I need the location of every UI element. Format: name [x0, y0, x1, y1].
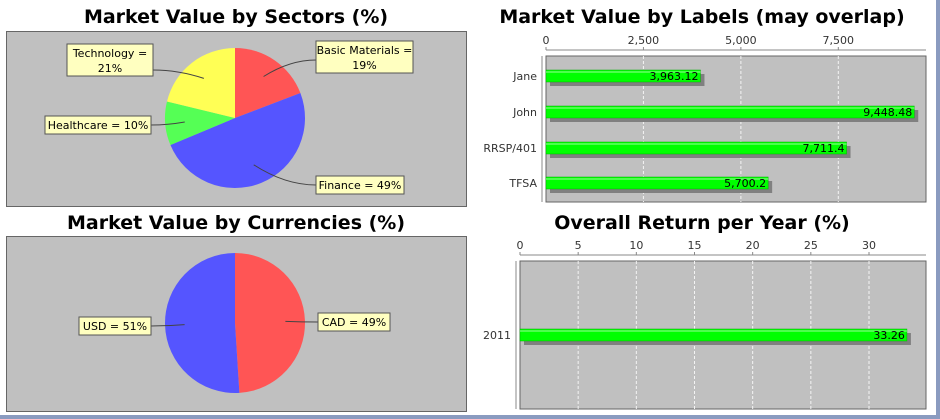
pie-slice-cad — [235, 253, 306, 393]
x-tick-label: 30 — [862, 239, 876, 252]
x-tick-label: 2,500 — [628, 34, 660, 47]
x-tick-label: 15 — [687, 239, 701, 252]
value-label-tfsa: 5,700.2 — [724, 177, 766, 190]
category-label-john: John — [512, 106, 537, 119]
pie-slice-usd — [165, 253, 240, 393]
pie-label-healthcare: Healthcare = 10% — [44, 115, 152, 135]
x-tick-label: 5,000 — [725, 34, 757, 47]
pie-label-basic-materials: Basic Materials = 19% — [315, 40, 414, 74]
pie-slice-healthcare — [165, 101, 235, 146]
x-tick-label: 0 — [543, 34, 550, 47]
pie-label-text: 21% — [98, 62, 122, 75]
category-label-rrsp-401: RRSP/401 — [483, 142, 537, 155]
pie-label-technology: Technology = 21% — [66, 43, 154, 77]
bar-jane — [545, 69, 701, 83]
value-label-jane: 3,963.12 — [649, 70, 698, 83]
pie-leader-line — [253, 164, 317, 186]
x-tick-label: 25 — [804, 239, 818, 252]
pie-label-text: CAD = 49% — [322, 316, 386, 329]
pie-label-finance: Finance = 49% — [315, 175, 405, 195]
category-label-jane: Jane — [512, 70, 537, 83]
pie-label-text: Finance = 49% — [319, 179, 402, 192]
pie-slice-finance — [170, 93, 305, 189]
pie-leader-line — [263, 59, 317, 77]
pie-slice-basic-materials — [235, 48, 301, 118]
bar-tfsa — [545, 176, 769, 190]
category-label-2011: 2011 — [483, 329, 511, 342]
pie-label-text: Basic Materials = — [317, 44, 413, 57]
pie-slice-technology — [166, 48, 235, 118]
x-tick-label: 5 — [575, 239, 582, 252]
value-label-2011: 33.26 — [873, 329, 905, 342]
x-tick-label: 0 — [517, 239, 524, 252]
pie-label-text: 19% — [352, 59, 376, 72]
pie-label-cad: CAD = 49% — [317, 312, 391, 332]
value-label-rrsp-401: 7,711.4 — [803, 142, 845, 155]
pie-label-text: Technology = — [72, 47, 147, 60]
category-label-tfsa: TFSA — [508, 177, 537, 190]
x-tick-label: 10 — [629, 239, 643, 252]
currencies-chart-title: Market Value by Currencies (%) — [66, 212, 406, 234]
pie-label-text: Healthcare = 10% — [48, 119, 149, 132]
labels-chart-title: Market Value by Labels (may overlap) — [499, 6, 905, 28]
x-tick-label: 20 — [746, 239, 760, 252]
bar-john — [545, 105, 915, 119]
pie-leader-line — [152, 69, 205, 79]
bar-rrsp-401 — [545, 141, 847, 155]
pie-leader-line — [150, 324, 185, 327]
pie-label-usd: USD = 51% — [78, 316, 152, 336]
sectors-chart-title: Market Value by Sectors (%) — [83, 6, 389, 28]
x-tick-label: 7,500 — [823, 34, 855, 47]
bar-2011 — [519, 328, 908, 342]
pie-leader-line — [150, 121, 185, 126]
returns-chart-title: Overall Return per Year (%) — [554, 212, 850, 234]
value-label-john: 9,448.48 — [863, 106, 912, 119]
pie-leader-line — [285, 320, 319, 323]
pie-label-text: USD = 51% — [83, 320, 147, 333]
